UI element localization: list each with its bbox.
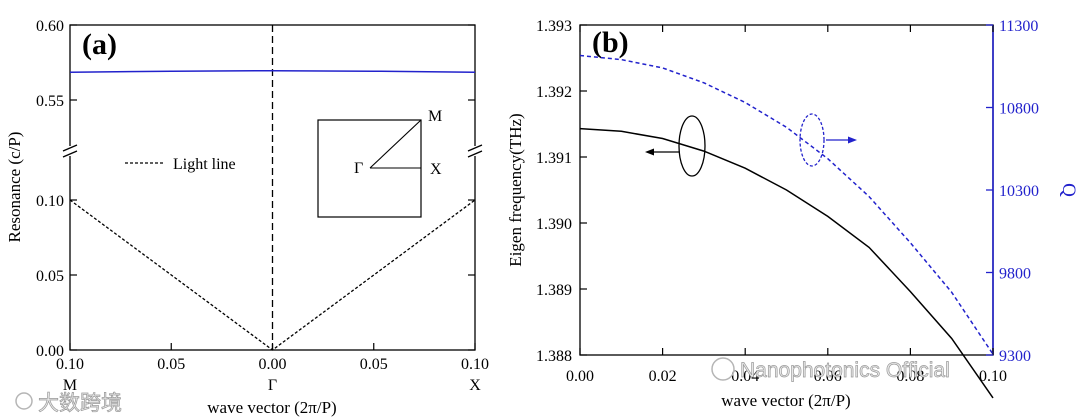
panel-b-x-tick-label: 0.04	[731, 368, 759, 385]
legend-light-line-label: Light line	[173, 156, 236, 173]
inset-gamma-label: Γ	[354, 160, 363, 177]
panel-a-y-tick-label: 0.55	[36, 93, 64, 110]
black-curve-marker-ellipse	[678, 115, 706, 177]
panel-a-y-tick-label: 0.05	[36, 268, 64, 285]
panel-a-x-tick-label: 0.10	[461, 356, 489, 373]
panel-a-y-axis-label: Resonance (c/P)	[5, 132, 24, 243]
panel-b-y-right-tick-label: 11300	[999, 18, 1038, 35]
panel-b-y-right-tick-label: 9300	[999, 348, 1031, 365]
panel-b-x-tick-label: 0.02	[649, 368, 677, 385]
right-axis-arrowhead	[848, 136, 857, 144]
panel-b-y-left-tick-label: 1.389	[536, 282, 572, 299]
panel-b-y-left-tick-label: 1.388	[536, 348, 572, 365]
panel-a-y-tick-label: 0.00	[36, 343, 64, 360]
panel-a-x-tick-label: 0.00	[259, 356, 287, 373]
panel-a-axis-break-gap	[468, 146, 482, 156]
panel-a-axis-break-gap	[63, 146, 77, 156]
panel-a-axis-break-mark	[62, 150, 78, 158]
panel-b-y-axis-left-label: Eigen frequency(THz)	[506, 113, 525, 266]
watermarks: 大数跨境 Nanophotonics Official	[15, 357, 950, 415]
inset-x-label: X	[430, 161, 442, 178]
panel-a-x-axis-label: wave vector (2π/P)	[207, 398, 336, 417]
panel-b-x-axis-label: wave vector (2π/P)	[721, 391, 850, 410]
panel-a-marks: 0.10 0.05 0.00 0.05 0.10 M Γ X 0.00 0.05 0.10 0.55 0…	[36, 18, 489, 394]
brillouin-zone-inset: M Γ X	[317, 108, 442, 218]
panel-b-y-left-tick-label: 1.393	[536, 18, 572, 35]
panel-a-x-tick-label: 0.10	[56, 356, 84, 373]
panel-b-y-right-tick-label: 9800	[999, 266, 1031, 283]
panel-b-marks: 0.00 0.02 0.04 0.06 0.08 0.10 1.388 1.389 1.390 1…	[536, 18, 1039, 399]
q-factor-series	[579, 54, 994, 355]
panel-a-symmetry-point-label: X	[469, 377, 481, 394]
panel-b-x-tick-label: 0.08	[896, 368, 924, 385]
panel-b-y-axis-right-label: Q	[1058, 183, 1079, 197]
watermark-left-logo	[15, 392, 33, 410]
panel-b-y-right-tick-label: 10800	[999, 101, 1039, 118]
inset-gamma-m-line	[369, 119, 422, 169]
panel-b-x-tick-label: 0.06	[814, 368, 842, 385]
panel-a-axis-break-mark	[467, 150, 483, 158]
panel-a-x-tick-label: 0.05	[360, 356, 388, 373]
panel-b-label: (b)	[592, 26, 629, 59]
panel-a-y-tick-label: 0.10	[36, 193, 64, 210]
watermark-right: Nanophotonics Official	[740, 359, 950, 382]
eigen-frequency-series	[579, 127, 994, 399]
panel-a: (a) Resonance (c/P) wave vector (2π/P) 0…	[5, 18, 489, 417]
panel-b-x-tick-label: 0.10	[979, 368, 1007, 385]
panel-a-y-tick-label: 0.60	[36, 18, 64, 35]
panel-b-y-right-tick-label: 10300	[999, 183, 1039, 200]
panel-b-y-left-tick-label: 1.392	[536, 84, 572, 101]
panel-b: (b) Eigen frequency(THz) Q wave vector (…	[506, 18, 1079, 410]
watermark-left: 大数跨境	[38, 392, 122, 415]
panel-a-label: (a)	[82, 28, 117, 61]
panel-a-legend: Light line	[125, 156, 236, 173]
resonance-band-series	[69, 69, 476, 73]
panel-a-x-tick-label: 0.05	[157, 356, 185, 373]
panel-a-symmetry-point-label: Γ	[268, 377, 277, 394]
panel-b-annotations	[645, 113, 857, 177]
panel-a-symmetry-point-label: M	[63, 377, 77, 394]
inset-m-label: M	[428, 108, 442, 125]
watermark-right-logo	[711, 357, 735, 381]
panel-a-axis-break-mark	[467, 144, 483, 152]
panel-b-x-tick-label: 0.00	[566, 368, 594, 385]
panel-a-axis-break-mark	[62, 144, 78, 152]
panel-b-y-left-tick-label: 1.391	[536, 150, 572, 167]
panel-b-y-left-tick-label: 1.390	[536, 216, 572, 233]
left-axis-arrowhead	[645, 148, 654, 156]
light-line-series	[69, 199, 476, 351]
blue-curve-marker-ellipse	[799, 113, 825, 167]
